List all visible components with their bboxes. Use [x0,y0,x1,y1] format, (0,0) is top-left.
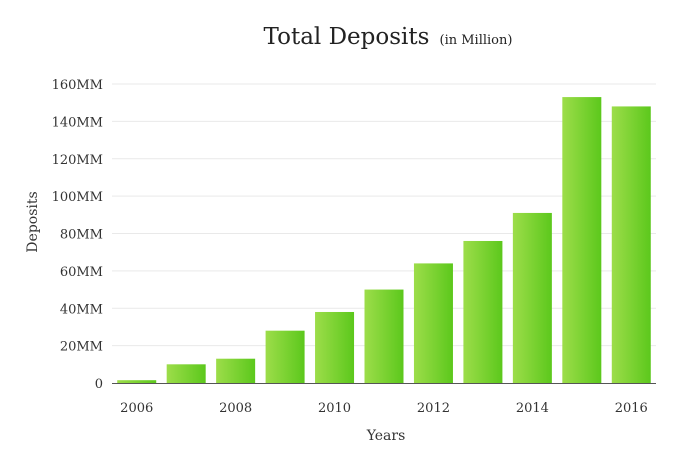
x-tick-label-2014: 2014 [516,401,549,416]
y-tick-label: 80MM [60,228,103,243]
bar-2010 [315,311,355,383]
x-tick-label-2008: 2008 [219,401,252,416]
gridlines [112,83,656,347]
x-tick-label-2012: 2012 [417,401,450,416]
x-tick-label-2006: 2006 [120,401,153,416]
chart-title-main: Total Deposits [264,24,430,50]
y-tick-label: 120MM [52,153,103,168]
chart-title: Total Deposits (in Million) [264,24,513,50]
bars [117,97,651,384]
bar-2015 [562,97,602,384]
x-tick-label-2010: 2010 [318,401,351,416]
x-axis-label: Years [366,428,406,444]
y-tick-label: 60MM [60,265,103,280]
x-tick-label-2016: 2016 [615,401,648,416]
bar-2006 [117,380,157,383]
bar-2009 [265,330,305,383]
chart-subtitle: (in Million) [440,33,513,48]
bar-2016 [611,106,651,384]
y-tick-label: 140MM [52,115,103,130]
bar-2014 [512,212,552,383]
bar-2013 [463,240,503,383]
y-tick-label: 20MM [60,340,103,355]
bar-2012 [413,263,453,383]
x-axis-ticks: 2006 2008 2010 2012 2014 2016 [120,401,648,416]
bar-2008 [216,358,256,383]
y-axis-label: Deposits [25,191,41,252]
y-tick-label: 160MM [52,78,103,93]
y-tick-label: 100MM [52,190,103,205]
y-tick-label: 0 [95,377,103,392]
y-axis-ticks: 0 20MM 40MM 60MM 80MM 100MM 120MM 140MM 160MM [52,78,103,392]
y-tick-label: 40MM [60,302,103,317]
bar-2011 [364,289,404,383]
bar-2007 [166,364,206,383]
